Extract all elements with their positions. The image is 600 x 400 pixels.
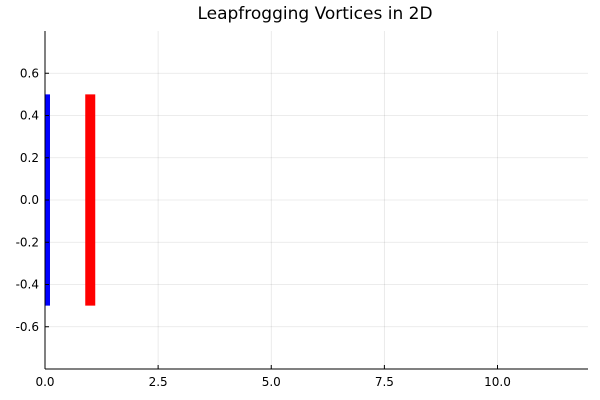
x-tick-label: 5.0 <box>262 375 281 389</box>
x-tick-label: 7.5 <box>375 375 394 389</box>
y-tick-label: 0.2 <box>20 151 39 165</box>
y-tick-label: -0.6 <box>16 320 39 334</box>
y-tick-label: -0.2 <box>16 235 39 249</box>
x-tick-label: 0.0 <box>35 375 54 389</box>
chart-title: Leapfrogging Vortices in 2D <box>197 4 432 24</box>
x-tick-label: 2.5 <box>149 375 168 389</box>
axes: 0.0 2.5 5.0 7.5 10.0 -0.6 -0.4 -0.2 0.0 0.2 0.4 0.6 <box>0 29 588 389</box>
y-tick-label: 0.0 <box>20 193 39 207</box>
left-margin-mask <box>0 29 45 371</box>
x-tick-label: 10.0 <box>484 375 511 389</box>
grid <box>44 31 588 369</box>
y-tick-label: -0.4 <box>16 278 39 292</box>
y-tick-label: 0.6 <box>20 66 39 80</box>
y-tick-label: 0.4 <box>20 109 39 123</box>
